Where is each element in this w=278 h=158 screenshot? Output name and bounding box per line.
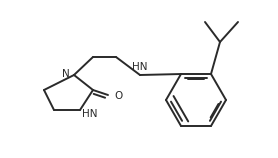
Text: HN: HN bbox=[82, 109, 98, 119]
Text: O: O bbox=[114, 91, 122, 101]
Text: N: N bbox=[62, 69, 70, 79]
Text: HN: HN bbox=[132, 62, 148, 72]
